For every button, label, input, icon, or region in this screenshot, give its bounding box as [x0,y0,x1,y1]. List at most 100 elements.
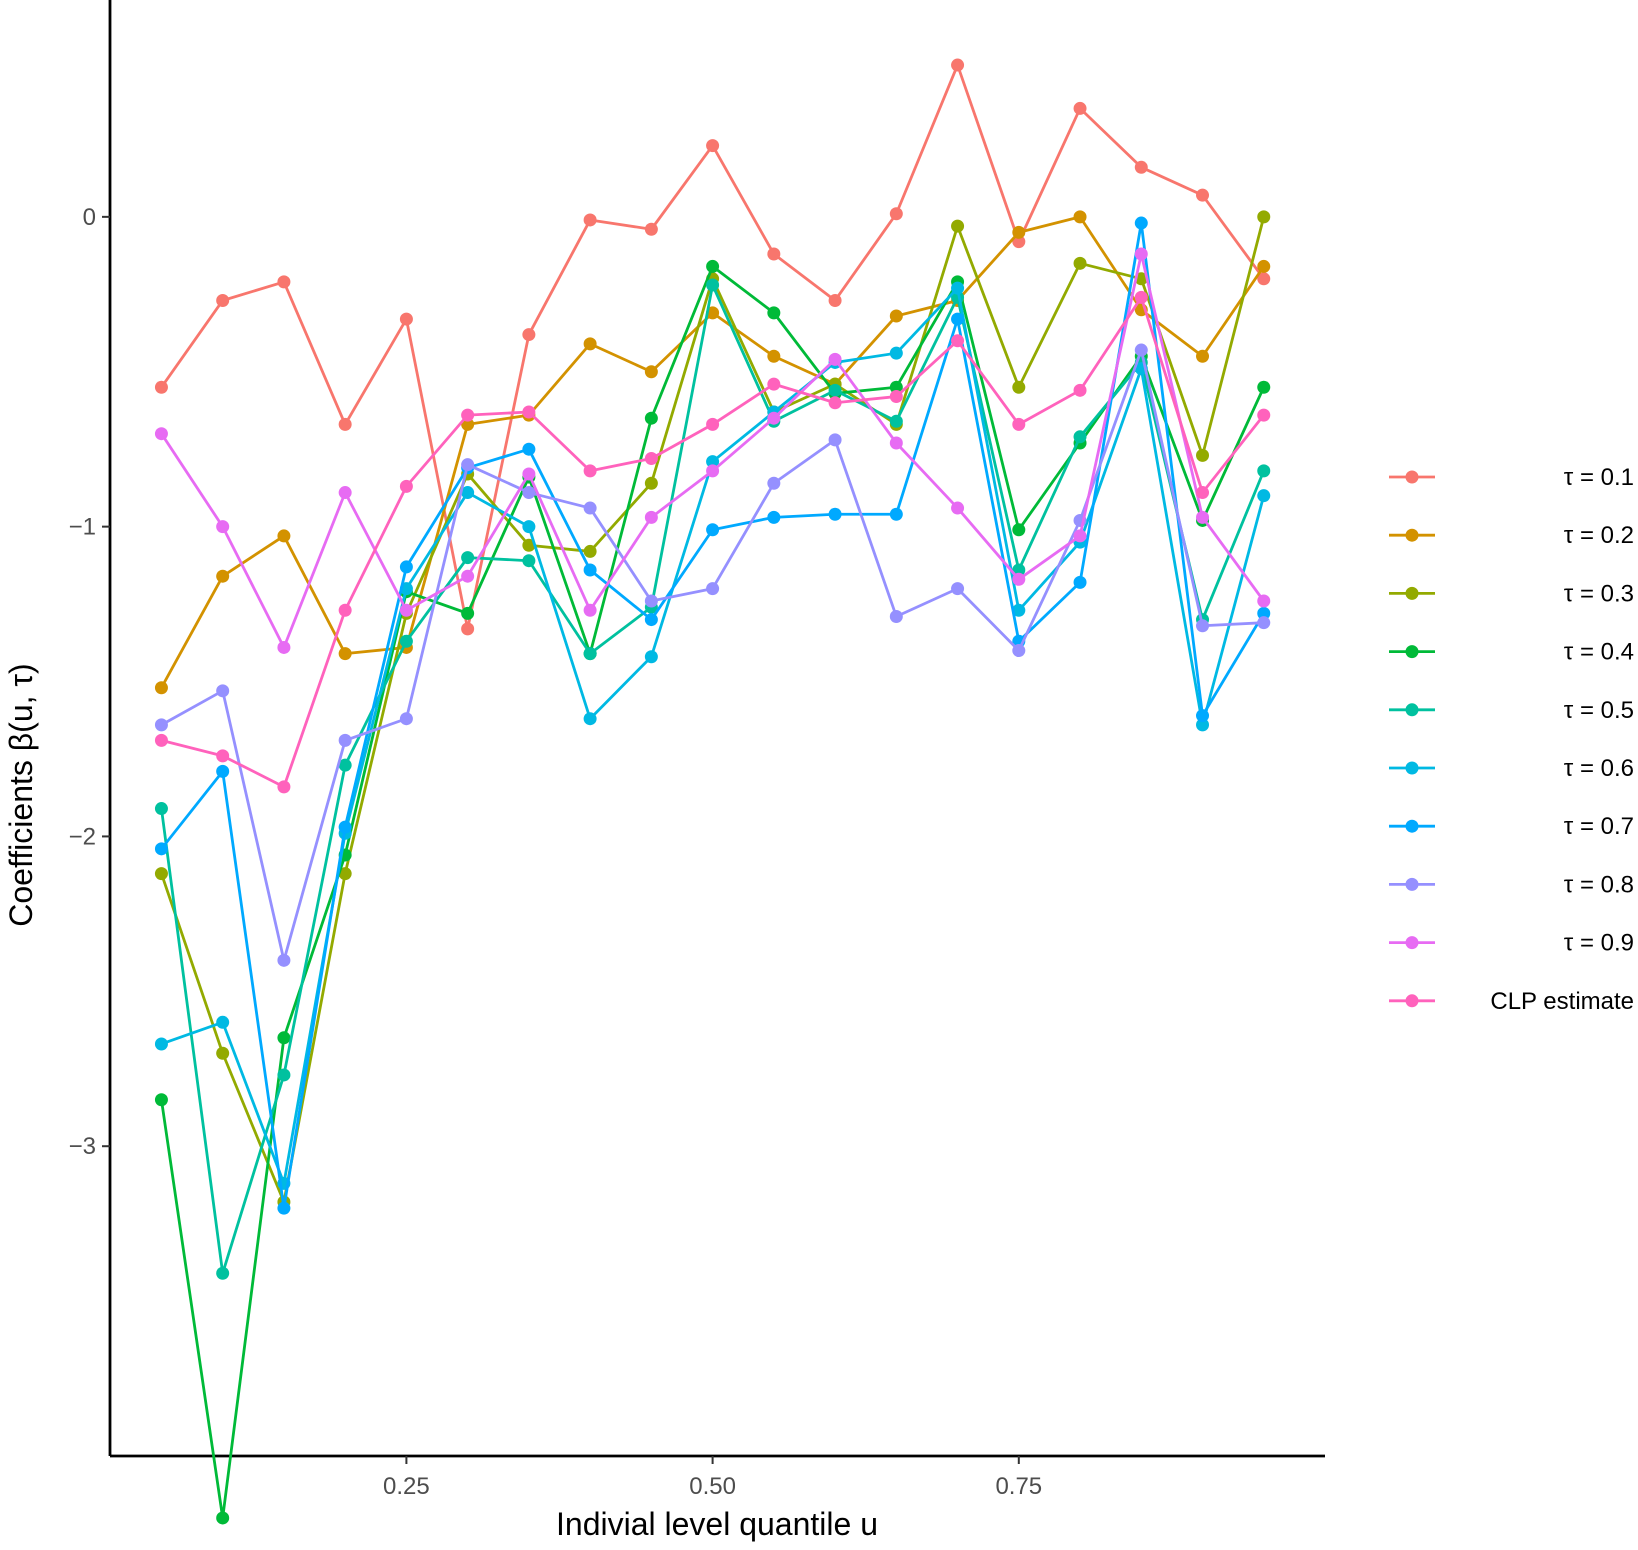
data-point [154,718,168,732]
data-point [461,569,475,583]
data-point [522,538,536,552]
legend-item: τ = 0.3 [1389,580,1634,607]
data-point [951,312,965,326]
data-point [522,405,536,419]
data-point [767,377,781,391]
legend-label: τ = 0.9 [1564,930,1634,957]
data-point [1257,594,1271,608]
legend-key-point [1405,994,1419,1008]
data-point [338,603,352,617]
data-point [583,213,597,227]
data-point [154,681,168,695]
legend-key-point [1405,470,1419,484]
data-point [706,464,720,478]
data-point [1196,448,1210,462]
data-point [338,647,352,661]
data-point [1196,718,1210,732]
series-group [154,281,1271,1190]
data-point [951,334,965,348]
y-tick-label: 0 [83,204,96,231]
legend-label: τ = 0.4 [1564,639,1634,666]
series-group [154,343,1271,967]
data-point [1134,216,1148,230]
data-point [644,451,658,465]
data-point [706,259,720,273]
data-point [277,275,291,289]
data-point [951,582,965,596]
data-point [644,476,658,490]
data-point [828,396,842,410]
legend-label: τ = 0.7 [1564,813,1634,840]
data-point [706,417,720,431]
data-point [461,606,475,620]
data-point [1012,235,1026,249]
data-point [1012,225,1026,239]
data-point [644,594,658,608]
data-point [1134,247,1148,261]
data-point [828,383,842,397]
data-point [338,417,352,431]
data-point [154,427,168,441]
data-point [889,207,903,221]
data-point [706,455,720,469]
series-layer [154,58,1271,1525]
y-tick-label: −3 [69,1133,96,1160]
data-point [1257,380,1271,394]
data-point [1196,188,1210,202]
data-point [338,758,352,772]
data-point [889,414,903,428]
data-point [154,1093,168,1107]
data-point [1134,290,1148,304]
legend: τ = 0.1 τ = 0.2 τ = 0.3 τ = 0.4 τ = 0.5 τ = 0… [1389,464,1634,1015]
data-point [644,613,658,627]
legend-label: τ = 0.6 [1564,755,1634,782]
data-point [522,442,536,456]
data-point [154,380,168,394]
data-point [1012,572,1026,586]
legend-key-point [1405,819,1419,833]
data-point [889,436,903,450]
data-point [522,520,536,534]
data-point [583,337,597,351]
data-point [1073,430,1087,444]
legend-label: τ = 0.2 [1564,522,1634,549]
data-point [767,247,781,261]
axes: 0 −1 −2 −3 0.25 0.50 0.75 [69,0,1325,1500]
legend-key-point [1405,586,1419,600]
data-point [1257,210,1271,224]
data-point [1134,343,1148,357]
data-point [338,867,352,881]
data-point [1012,380,1026,394]
legend-item: τ = 0.7 [1389,813,1634,840]
data-point [1073,256,1087,270]
data-point [644,365,658,379]
data-point [522,328,536,342]
data-point [461,486,475,500]
legend-item: τ = 0.2 [1389,522,1634,549]
data-point [522,554,536,568]
data-point [216,293,230,307]
legend-label: τ = 0.8 [1564,871,1634,898]
data-point [1073,101,1087,115]
data-point [1196,619,1210,633]
legend-label: CLP estimate [1490,988,1634,1015]
series-group [154,278,1271,1280]
data-point [461,551,475,565]
data-point [1012,563,1026,577]
data-point [277,780,291,794]
data-point [644,650,658,664]
series-group [154,210,1271,1209]
data-point [461,622,475,636]
data-point [154,802,168,816]
data-point [399,603,413,617]
data-point [889,390,903,404]
legend-label: τ = 0.1 [1564,464,1634,491]
series-group [154,290,1271,794]
y-tick-label: −2 [69,823,96,850]
legend-key-point [1405,645,1419,659]
data-point [1134,160,1148,174]
data-point [1196,486,1210,500]
data-point [1257,408,1271,422]
legend-key-point [1405,877,1419,891]
data-point [706,582,720,596]
